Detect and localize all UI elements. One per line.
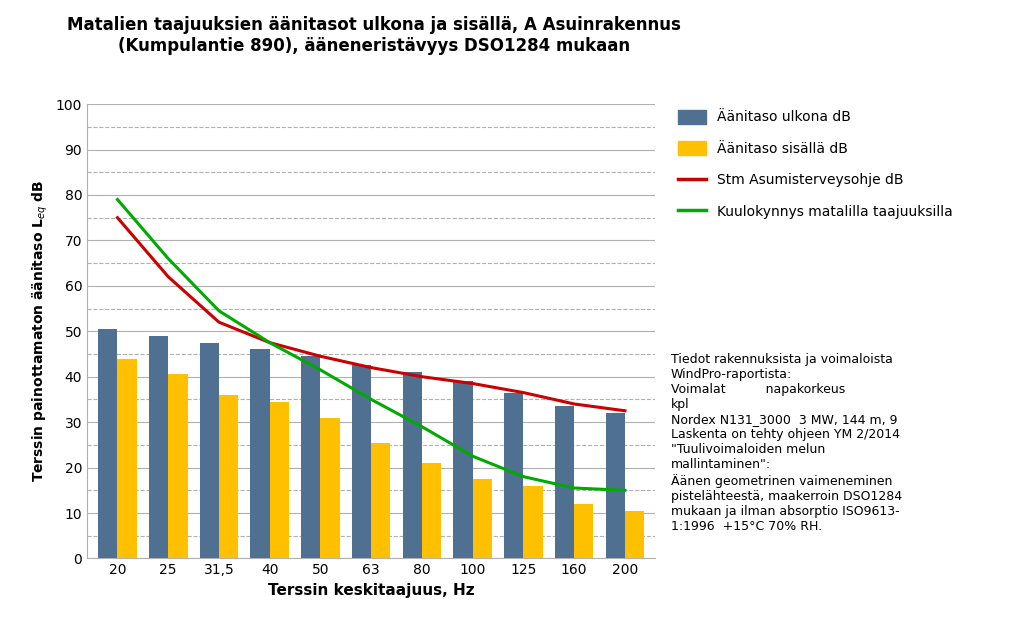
Bar: [605, 413, 625, 558]
Bar: [200, 343, 219, 558]
Bar: [98, 329, 118, 558]
Y-axis label: Terssin painottamaton äänitaso L$_{eq}$ dB: Terssin painottamaton äänitaso L$_{eq}$ …: [31, 180, 50, 483]
Bar: [402, 372, 422, 558]
Bar: [269, 402, 289, 558]
Bar: [523, 486, 543, 558]
Text: Tiedot rakennuksista ja voimaloista
WindPro-raportista:
Voimalat          napako: Tiedot rakennuksista ja voimaloista Wind…: [671, 353, 902, 533]
Bar: [148, 336, 168, 558]
Bar: [422, 463, 441, 558]
Bar: [555, 406, 574, 558]
Bar: [118, 358, 137, 558]
Bar: [301, 357, 321, 558]
Bar: [574, 504, 594, 558]
Bar: [372, 442, 390, 558]
Bar: [251, 350, 269, 558]
Legend: Äänitaso ulkona dB, Äänitaso sisällä dB, Stm Asumisterveysohje dB, Kuulokynnys m: Äänitaso ulkona dB, Äänitaso sisällä dB,…: [673, 104, 958, 225]
Bar: [168, 374, 187, 558]
Bar: [625, 510, 644, 558]
Bar: [473, 479, 492, 558]
Bar: [219, 395, 239, 558]
Bar: [321, 418, 340, 558]
Bar: [352, 365, 371, 558]
X-axis label: Terssin keskitaajuus, Hz: Terssin keskitaajuus, Hz: [268, 583, 474, 598]
Bar: [454, 381, 473, 558]
Bar: [504, 392, 523, 558]
Text: Matalien taajuuksien äänitasot ulkona ja sisällä, A Asuinrakennus
(Kumpulantie 8: Matalien taajuuksien äänitasot ulkona ja…: [67, 16, 681, 54]
